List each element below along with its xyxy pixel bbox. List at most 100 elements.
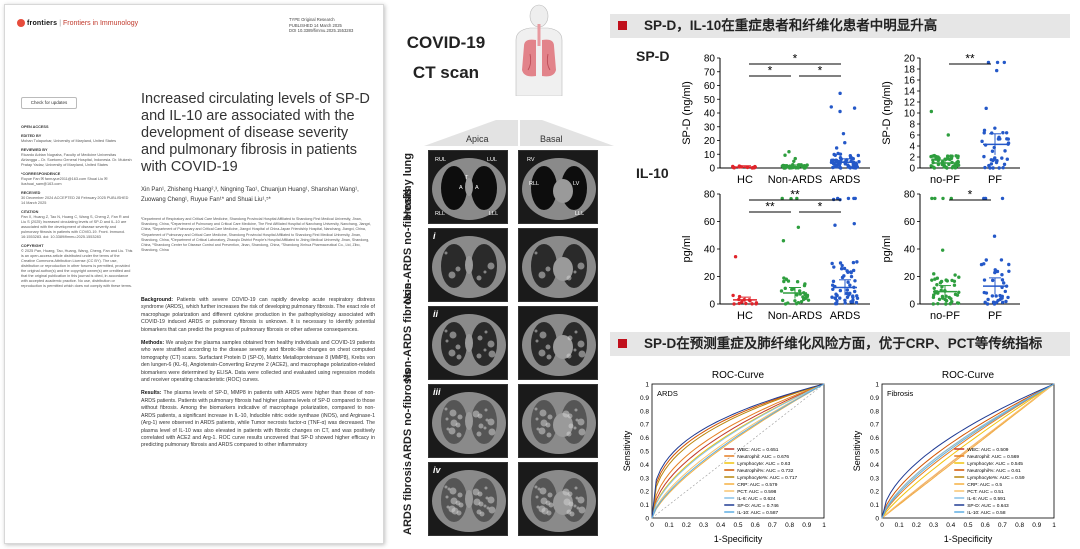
- data-point: [731, 293, 735, 298]
- data-point: [857, 160, 861, 164]
- x-tick-label: Non-ARDS: [768, 310, 822, 322]
- data-point: [933, 196, 937, 201]
- data-point: [931, 295, 936, 300]
- meta-type: Original Research: [301, 17, 335, 22]
- data-point: [993, 156, 997, 160]
- data-point: [786, 301, 790, 305]
- data-point: [838, 109, 842, 114]
- ct-anatomy-tag: LLL: [575, 211, 585, 217]
- sidebar-text: Ruyue Fan ✉ fanruyue2011@163.com Shuai L…: [21, 177, 108, 186]
- y-tick-label: 0.4: [870, 462, 879, 469]
- roc-title: ROC-Curve: [712, 370, 765, 381]
- chart-il10-fibrosis: 0 20 40 60 80 pg/ml no-PF PF *: [881, 188, 1020, 322]
- x-tick-label: 0.5: [733, 522, 742, 529]
- data-point: [851, 294, 855, 298]
- check-for-updates-button[interactable]: Check for updates: [21, 97, 77, 109]
- y-tick-label: 60: [704, 81, 716, 92]
- x-tick-label: 0.6: [981, 522, 990, 529]
- y-tick-label: 0.8: [870, 408, 879, 415]
- data-point: [950, 278, 954, 283]
- sidebar-label: COPYRIGHT: [21, 244, 44, 248]
- ct-anatomy-tag: RV: [527, 157, 535, 163]
- significance-label: *: [768, 64, 773, 78]
- data-point: [848, 283, 852, 287]
- y-tick-label: 0.6: [640, 435, 649, 442]
- data-point: [833, 223, 837, 227]
- data-point: [787, 150, 791, 154]
- x-tick-label: ARDS: [830, 174, 861, 186]
- data-point: [947, 295, 951, 300]
- data-point: [991, 158, 995, 163]
- data-point: [838, 152, 843, 156]
- sidebar-label: OPEN ACCESS: [21, 125, 49, 129]
- data-point: [995, 158, 999, 163]
- data-point: [987, 163, 991, 168]
- legend-label: PCT: AUC = 0.598: [737, 489, 776, 495]
- y-tick-label: 70: [704, 67, 716, 78]
- data-point: [990, 294, 995, 298]
- data-point: [990, 149, 995, 153]
- y-axis-label: Sensitivity: [852, 430, 862, 471]
- data-point: [839, 267, 844, 271]
- data-point: [993, 126, 997, 130]
- data-point: [1007, 269, 1011, 273]
- sidebar-label: EDITED BY: [21, 134, 42, 138]
- data-point: [948, 157, 952, 162]
- body-lungs-illustration: [515, 4, 563, 96]
- banner-square-icon: [618, 339, 627, 348]
- data-point: [855, 294, 859, 298]
- roc-curve: [651, 383, 825, 519]
- data-point: [781, 239, 786, 243]
- ct-scan-apica: ii: [428, 306, 508, 380]
- legend-label: SP-D: AUC = 0.746: [737, 503, 779, 509]
- sidebar-label: RECEIVED: [21, 191, 41, 195]
- data-point: [830, 295, 834, 299]
- data-point: [1005, 157, 1009, 161]
- y-tick-label: 6: [909, 131, 915, 142]
- ct-panel-title: COVID-19 CT scan: [400, 28, 492, 88]
- data-point: [782, 276, 786, 280]
- data-point: [779, 289, 784, 293]
- x-tick-label: 0.8: [1015, 522, 1024, 529]
- meta-type-label: TYPE: [289, 17, 300, 22]
- significance-label: *: [793, 52, 798, 66]
- data-point: [931, 302, 935, 306]
- data-point: [935, 283, 939, 287]
- data-point: [944, 278, 948, 282]
- y-tick-label: 0.6: [870, 435, 879, 442]
- paper-title: Increased circulating levels of SP-D and…: [141, 91, 370, 175]
- legend-label: Neutrophil: AUC = 0.676: [737, 454, 789, 460]
- data-point: [793, 299, 797, 303]
- data-point: [852, 221, 856, 226]
- data-point: [780, 196, 784, 201]
- data-point: [941, 196, 945, 201]
- data-point: [998, 137, 1002, 141]
- x-tick-label: 0.3: [929, 522, 938, 529]
- data-point: [982, 278, 987, 282]
- x-tick-label: 0.3: [699, 522, 708, 529]
- data-point: [843, 301, 847, 305]
- data-point: [1007, 262, 1011, 267]
- ct-scan-image: [432, 470, 506, 532]
- y-tick-label: 14: [904, 87, 916, 98]
- y-tick-label: 20: [704, 272, 716, 283]
- x-axis-label: 1-Specificity: [714, 534, 763, 544]
- results-label: Results:: [141, 390, 162, 397]
- roc-curve: [651, 383, 825, 519]
- ct-scan-image: [432, 392, 506, 454]
- y-tick-label: 0.5: [870, 449, 879, 456]
- y-tick-label: 0: [645, 516, 649, 523]
- data-point: [932, 272, 936, 276]
- data-point: [982, 290, 986, 295]
- data-point: [832, 265, 836, 269]
- data-point: [1004, 299, 1008, 304]
- data-point: [792, 159, 796, 163]
- x-tick-label: PF: [988, 310, 1002, 322]
- roc-curve: [651, 383, 825, 519]
- y-tick-label: 12: [904, 98, 916, 109]
- data-point: [982, 154, 986, 159]
- col-label-apica: Apica: [466, 134, 489, 144]
- data-point: [980, 139, 984, 144]
- data-point: [982, 128, 987, 133]
- y-tick-label: 40: [704, 109, 716, 120]
